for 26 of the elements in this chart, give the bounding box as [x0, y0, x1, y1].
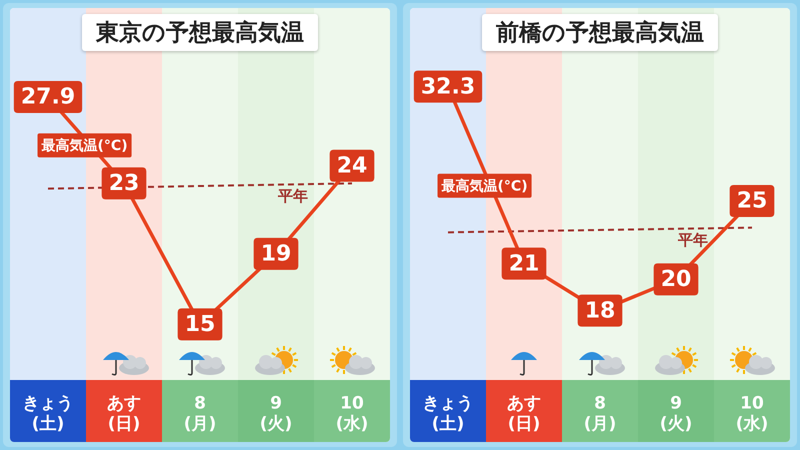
data-label: 25	[736, 188, 768, 214]
chart-title: 東京の予想最高気温	[82, 14, 318, 51]
data-label: 21	[508, 251, 540, 276]
data-label: 15	[184, 312, 216, 338]
x-tick-label: きょう (土)	[422, 394, 474, 434]
data-label: 24	[336, 153, 368, 178]
data-label: 23	[108, 171, 140, 196]
x-tick-label: 8 (月)	[584, 394, 616, 434]
chart-title: 前橋の予想最高気温	[482, 14, 718, 51]
x-tick-label: 10 (水)	[336, 394, 368, 434]
data-label: 20	[660, 267, 692, 292]
x-tick-label: あす (日)	[107, 394, 141, 434]
series-label: 平年	[677, 231, 708, 250]
x-tick-label: 8 (月)	[184, 394, 216, 434]
series-label: 平年	[277, 186, 308, 205]
x-tick-label: 9 (火)	[660, 394, 692, 434]
data-label: 18	[584, 298, 616, 324]
x-tick-label: 9 (火)	[260, 394, 292, 434]
series-label: 最高気温(°C)	[440, 177, 528, 194]
data-label: 27.9	[20, 84, 76, 110]
x-tick-label: あす (日)	[507, 394, 541, 434]
x-tick-label: きょう (土)	[22, 394, 74, 434]
x-tick-label: 10 (水)	[736, 394, 768, 434]
data-label: 19	[260, 242, 292, 267]
data-label: 32.3	[420, 74, 476, 100]
series-label: 最高気温(°C)	[40, 137, 128, 154]
